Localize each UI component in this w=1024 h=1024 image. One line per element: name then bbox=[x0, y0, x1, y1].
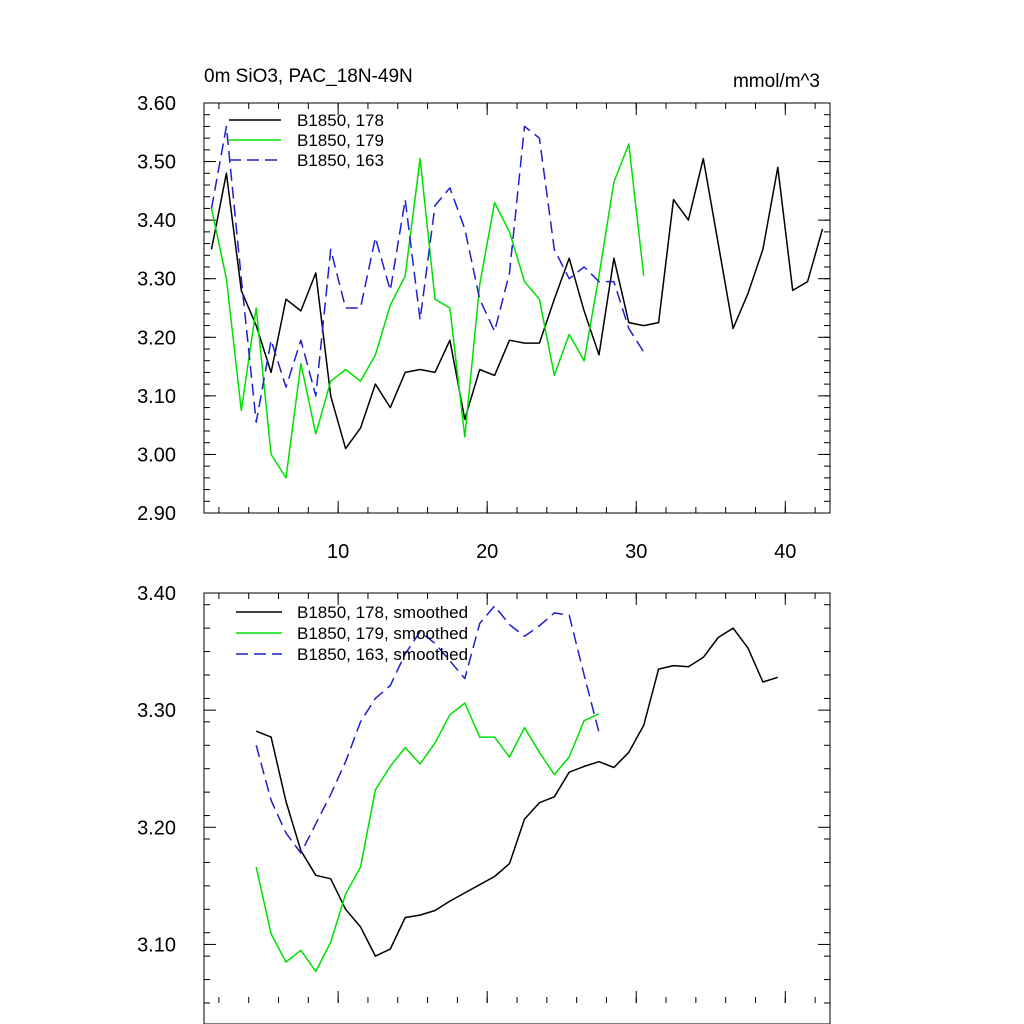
top-plot-frame bbox=[203, 102, 831, 514]
y-tick-label: 3.10 bbox=[137, 934, 176, 956]
top-axis-ticks bbox=[204, 102, 830, 514]
legend-label-1: B1850, 178, smoothed bbox=[297, 603, 468, 622]
legend-label-1: B1850, 178 bbox=[297, 111, 384, 130]
y-tick-label: 3.20 bbox=[137, 327, 176, 349]
legend-label-3: B1850, 163 bbox=[297, 151, 384, 170]
y-tick-label: 3.40 bbox=[137, 583, 176, 605]
x-tick-label: 10 bbox=[327, 541, 349, 563]
bottom-legend: B1850, 178, smoothed B1850, 179, smoothed… bbox=[236, 603, 468, 664]
series-line-1 bbox=[255, 627, 779, 957]
x-tick-label: 40 bbox=[774, 541, 796, 563]
y-tick-label: 3.30 bbox=[137, 700, 176, 722]
legend-label-2: B1850, 179 bbox=[297, 131, 384, 150]
legend-label-2: B1850, 179, smoothed bbox=[297, 624, 468, 643]
top-series-lines bbox=[210, 125, 824, 479]
bottom-plot-frame bbox=[203, 592, 831, 1024]
series-line-2 bbox=[210, 143, 645, 479]
y-tick-label: 3.60 bbox=[137, 93, 176, 115]
y-tick-label: 3.10 bbox=[137, 386, 176, 408]
series-line-3 bbox=[210, 125, 645, 423]
units-label: mmol/m^3 bbox=[733, 71, 820, 92]
y-tick-label: 3.40 bbox=[137, 210, 176, 232]
bottom-series-lines bbox=[255, 605, 779, 973]
y-tick-label: 3.30 bbox=[137, 269, 176, 291]
series-line-1 bbox=[210, 157, 824, 450]
bottom-y-tick-labels: 3.10 3.20 3.30 3.40 bbox=[137, 583, 176, 956]
legend-label-3: B1850, 163, smoothed bbox=[297, 645, 468, 664]
series-line-2 bbox=[255, 702, 600, 973]
chart-title: 0m SiO3, PAC_18N-49N bbox=[204, 66, 413, 87]
top-panel: 0m SiO3, PAC_18N-49N mmol/m^3 2.90 3.00 3.… bbox=[137, 66, 831, 563]
top-x-tick-labels: 10 20 30 40 bbox=[327, 541, 796, 563]
bottom-panel: 3.103.203.303.40 B1850, 178, smoothedB18… bbox=[137, 583, 831, 1024]
top-y-tick-labels: 2.90 3.00 3.10 3.20 3.30 3.40 3.50 3.60 bbox=[137, 93, 176, 525]
bottom-axis-ticks bbox=[204, 592, 830, 1004]
y-tick-label: 3.20 bbox=[137, 817, 176, 839]
y-tick-label: 2.90 bbox=[137, 503, 176, 525]
x-tick-label: 20 bbox=[476, 541, 498, 563]
x-tick-label: 30 bbox=[625, 541, 647, 563]
series-line-3 bbox=[255, 605, 600, 854]
y-tick-label: 3.50 bbox=[137, 152, 176, 174]
y-tick-label: 3.00 bbox=[137, 444, 176, 466]
